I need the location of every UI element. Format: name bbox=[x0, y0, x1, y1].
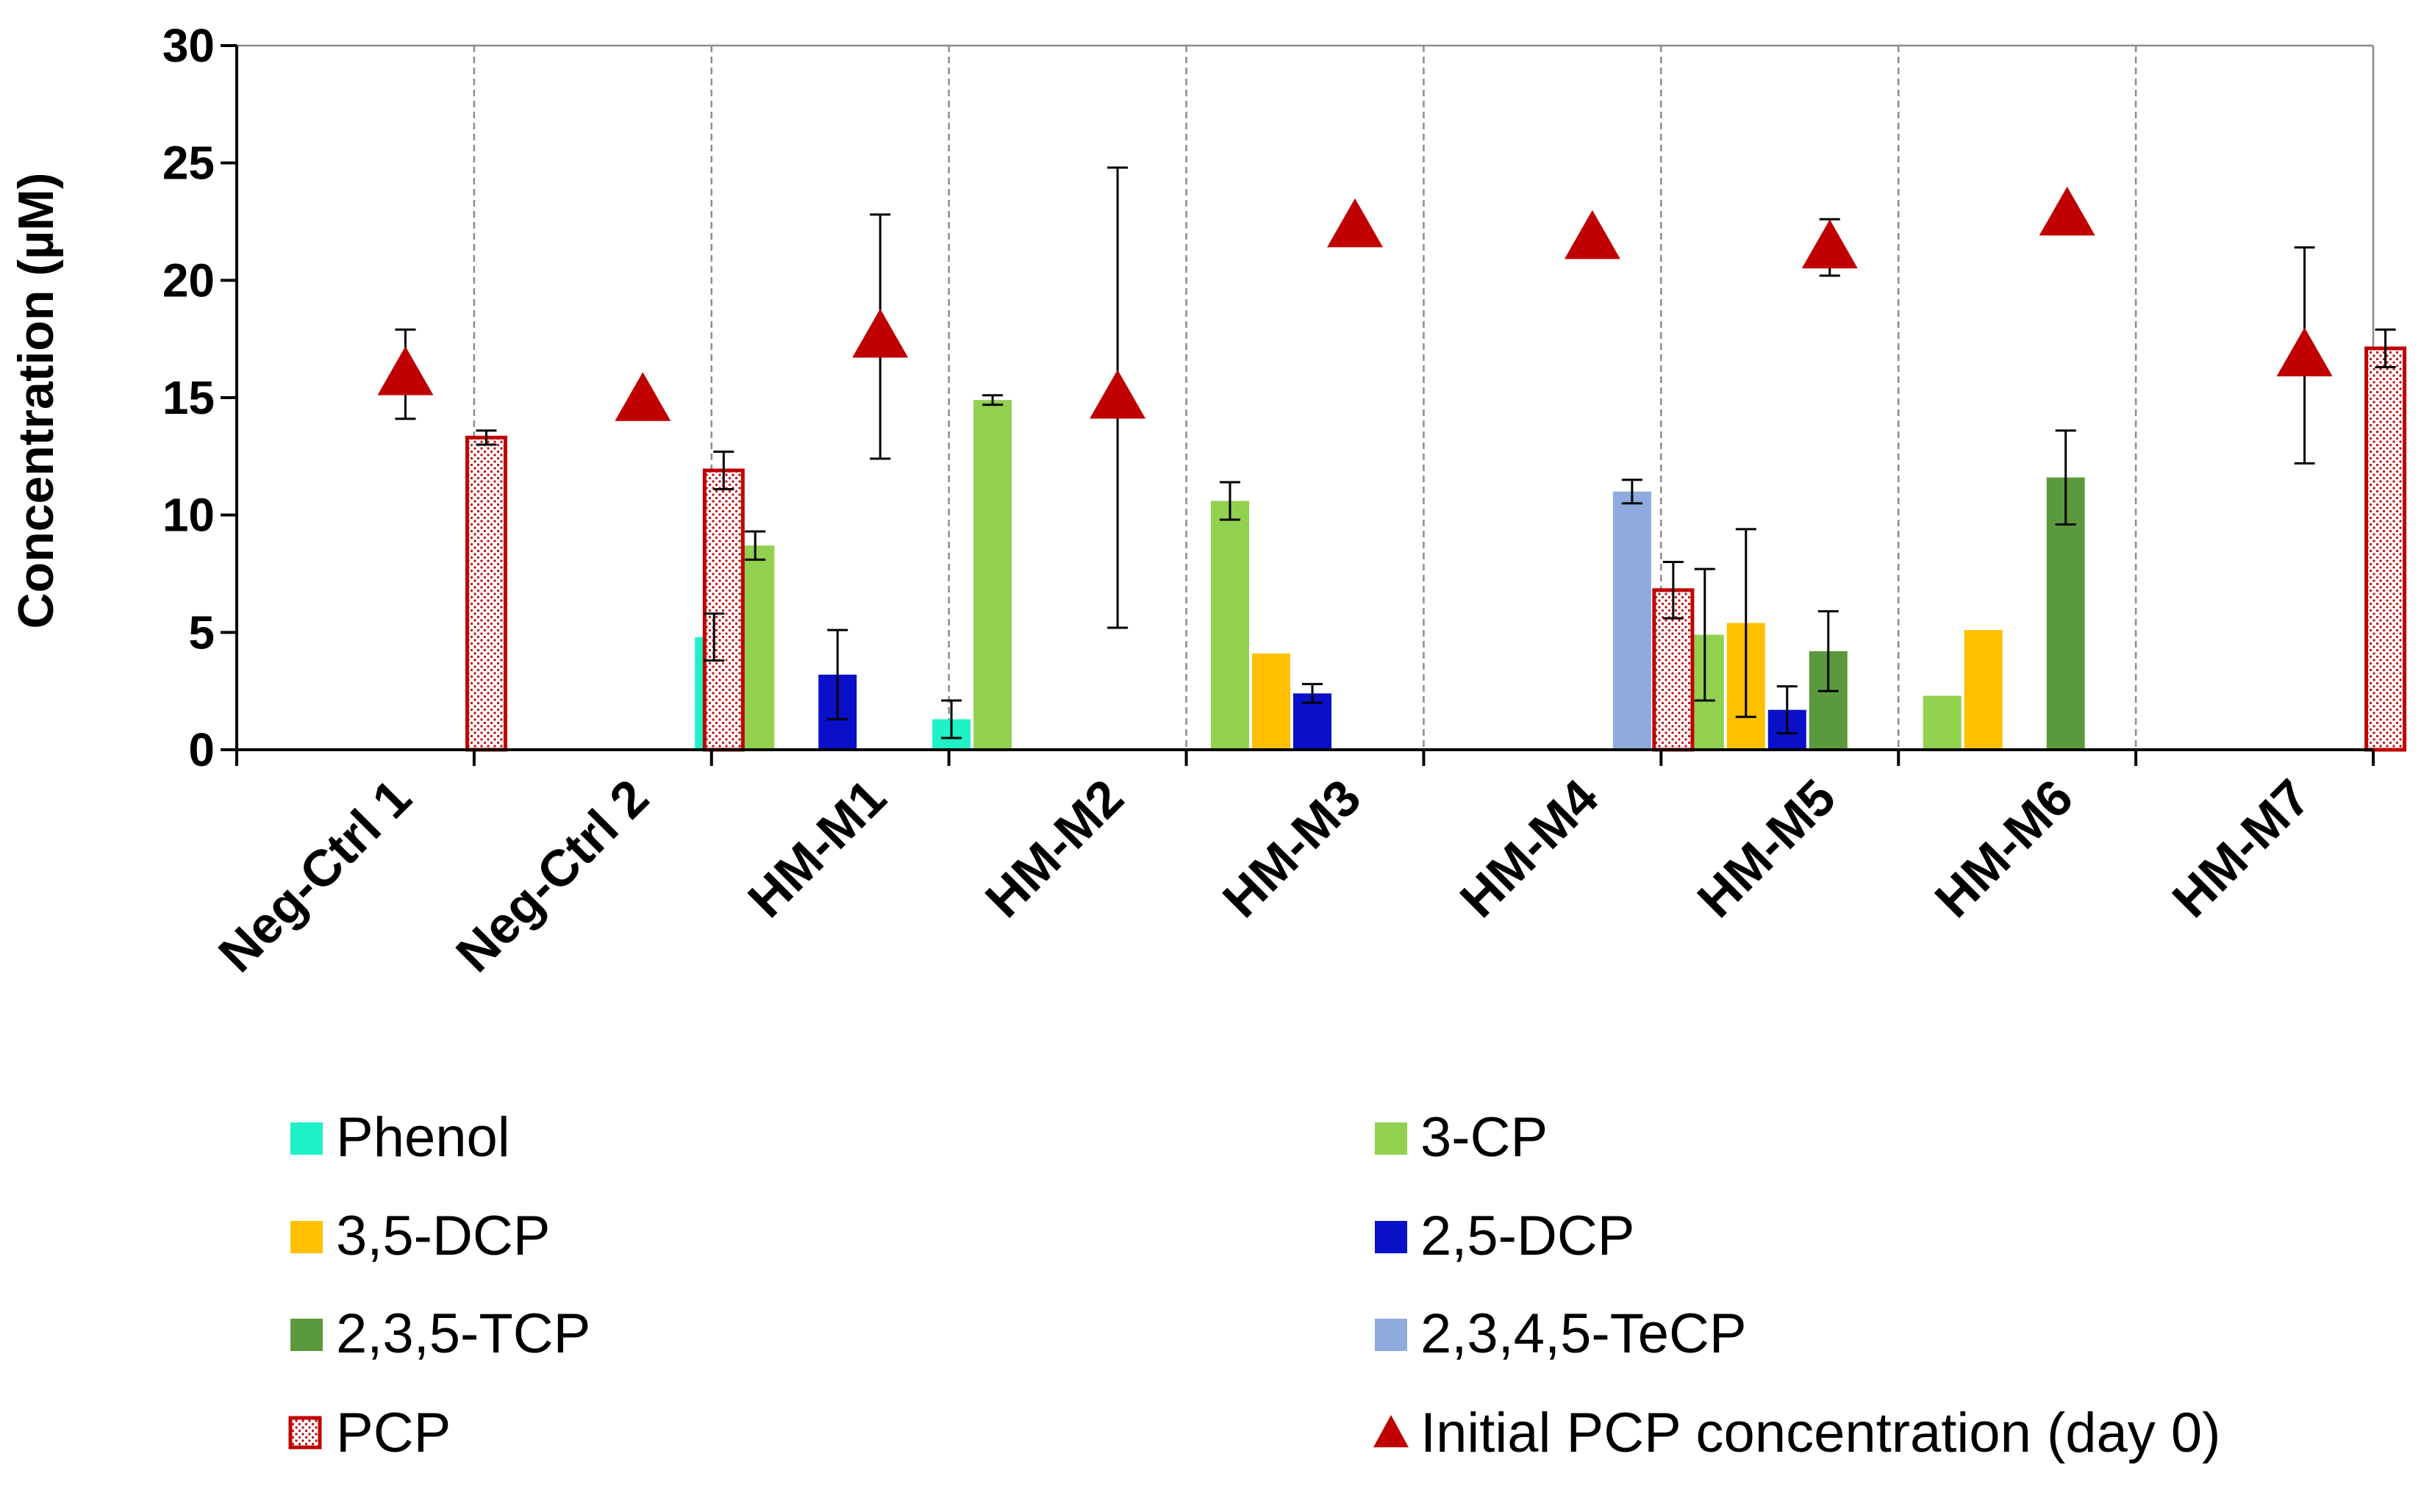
bar-pcp bbox=[2364, 346, 2407, 752]
bar-3-cp bbox=[1923, 695, 1962, 750]
x-tick-label: Neg-Ctrl 1 bbox=[207, 768, 422, 983]
bar-pcp bbox=[465, 435, 507, 752]
legend-label: 2,3,5-TCP bbox=[336, 1303, 590, 1365]
legend-label: Phenol bbox=[336, 1106, 510, 1169]
x-tick-label: HM-M7 bbox=[2162, 768, 2321, 928]
legend-label: Initial PCP concentration (day 0) bbox=[1420, 1402, 2221, 1464]
legend-label: 3,5-DCP bbox=[336, 1205, 550, 1267]
legend-entry: 3,5-DCP bbox=[290, 1205, 550, 1267]
legend-swatch bbox=[1375, 1122, 1407, 1155]
bar-3-5-dcp bbox=[1964, 630, 2003, 750]
initial-pcp-marker bbox=[2039, 186, 2095, 236]
x-tick-label: HM-M6 bbox=[1924, 768, 2084, 928]
legend-label: 3-CP bbox=[1420, 1106, 1548, 1169]
x-tick-label: HM-M2 bbox=[974, 768, 1134, 928]
initial-pcp-marker bbox=[852, 308, 909, 358]
y-tick-label: 30 bbox=[162, 19, 215, 72]
legend-label: 2,3,4,5-TeCP bbox=[1420, 1303, 1747, 1365]
legend-entry: 2,5-DCP bbox=[1375, 1205, 1634, 1267]
initial-pcp-marker bbox=[615, 372, 671, 421]
legend-swatch bbox=[288, 1416, 322, 1450]
y-tick-label: 10 bbox=[162, 489, 215, 542]
x-tick-label: HM-M3 bbox=[1212, 768, 1371, 928]
y-tick-label: 20 bbox=[162, 254, 215, 307]
y-tick-label: 25 bbox=[162, 137, 215, 190]
bar-3-cp bbox=[973, 400, 1012, 750]
bar-pcp bbox=[702, 468, 745, 752]
bar-3-5-dcp bbox=[1252, 653, 1290, 750]
legend-entry: PCP bbox=[288, 1402, 451, 1464]
bar-3-cp bbox=[1211, 501, 1249, 750]
legend-swatch bbox=[1375, 1221, 1407, 1253]
legend-entry: Phenol bbox=[290, 1106, 510, 1169]
legend-entry: 2,3,5-TCP bbox=[290, 1303, 590, 1365]
initial-pcp-marker bbox=[1801, 219, 1858, 269]
x-tick-label: HM-M1 bbox=[737, 768, 896, 928]
y-tick-label: 0 bbox=[188, 723, 215, 776]
legend-swatch-triangle bbox=[1373, 1415, 1409, 1447]
bar-2-3-4-5-tecp bbox=[1612, 491, 1651, 750]
legend-swatch bbox=[290, 1122, 323, 1155]
legend: Phenol 3-CP 3,5-DCP 2,5-DCP 2,3,5-TCP 2,3,4,5… bbox=[288, 1106, 2221, 1464]
y-tick-label: 5 bbox=[188, 606, 215, 659]
y-tick-label: 15 bbox=[162, 371, 215, 424]
legend-swatch bbox=[1375, 1319, 1407, 1351]
y-axis-label: Concentration (µM) bbox=[8, 173, 64, 629]
x-tick-label: HM-M4 bbox=[1449, 768, 1609, 928]
legend-entry: 2,3,4,5-TeCP bbox=[1375, 1303, 1747, 1365]
legend-entry: Initial PCP concentration (day 0) bbox=[1373, 1402, 2221, 1464]
initial-pcp-marker bbox=[377, 346, 434, 395]
initial-pcp-marker bbox=[2276, 327, 2333, 377]
x-tick-label: HM-M5 bbox=[1687, 768, 1846, 928]
initial-pcp-marker bbox=[1327, 198, 1383, 248]
initial-pcp-marker bbox=[1090, 370, 1146, 419]
legend-entry: 3-CP bbox=[1375, 1106, 1548, 1169]
legend-swatch bbox=[290, 1221, 323, 1253]
x-tick-label: Neg-Ctrl 2 bbox=[445, 768, 659, 983]
legend-label: PCP bbox=[336, 1402, 451, 1464]
legend-label: 2,5-DCP bbox=[1420, 1205, 1634, 1267]
initial-pcp-marker bbox=[1564, 209, 1620, 259]
legend-swatch bbox=[290, 1319, 323, 1351]
